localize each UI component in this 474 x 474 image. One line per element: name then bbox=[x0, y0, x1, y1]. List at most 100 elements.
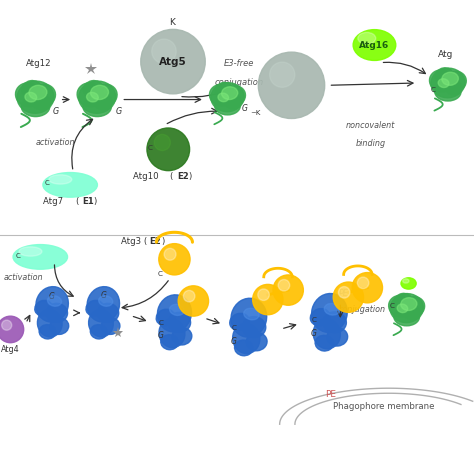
Text: G: G bbox=[158, 331, 164, 340]
Circle shape bbox=[273, 275, 303, 305]
Text: ): ) bbox=[161, 237, 164, 246]
Ellipse shape bbox=[401, 298, 417, 310]
Ellipse shape bbox=[233, 323, 260, 354]
Ellipse shape bbox=[21, 97, 50, 117]
Text: C: C bbox=[232, 325, 237, 331]
Circle shape bbox=[352, 273, 383, 303]
Ellipse shape bbox=[442, 72, 458, 85]
Ellipse shape bbox=[246, 333, 267, 351]
Ellipse shape bbox=[244, 308, 259, 320]
Ellipse shape bbox=[222, 86, 246, 107]
Ellipse shape bbox=[215, 97, 240, 115]
Text: G: G bbox=[242, 104, 247, 112]
Circle shape bbox=[183, 291, 195, 302]
Text: Atg10: Atg10 bbox=[133, 172, 161, 181]
Ellipse shape bbox=[324, 303, 340, 315]
Ellipse shape bbox=[397, 304, 408, 313]
Text: G: G bbox=[48, 292, 54, 301]
Ellipse shape bbox=[25, 92, 36, 102]
Ellipse shape bbox=[389, 295, 412, 317]
Text: C: C bbox=[16, 253, 20, 259]
Text: C: C bbox=[389, 303, 394, 309]
Ellipse shape bbox=[211, 82, 244, 112]
Ellipse shape bbox=[311, 293, 347, 332]
Ellipse shape bbox=[13, 245, 68, 269]
Circle shape bbox=[164, 248, 176, 260]
Ellipse shape bbox=[358, 32, 376, 44]
Ellipse shape bbox=[323, 312, 346, 333]
Circle shape bbox=[159, 244, 190, 275]
Ellipse shape bbox=[390, 293, 423, 323]
Text: ~K: ~K bbox=[250, 110, 261, 116]
Text: activation: activation bbox=[4, 273, 44, 282]
Ellipse shape bbox=[29, 85, 47, 100]
Ellipse shape bbox=[43, 173, 98, 197]
Ellipse shape bbox=[39, 325, 55, 339]
Ellipse shape bbox=[159, 319, 185, 347]
Ellipse shape bbox=[431, 68, 465, 98]
Ellipse shape bbox=[443, 71, 466, 92]
Ellipse shape bbox=[46, 303, 67, 322]
Ellipse shape bbox=[438, 79, 449, 88]
Text: PE: PE bbox=[325, 390, 337, 399]
Ellipse shape bbox=[394, 293, 412, 309]
Text: PE: PE bbox=[339, 290, 349, 298]
Circle shape bbox=[253, 284, 283, 315]
Ellipse shape bbox=[19, 247, 42, 256]
Ellipse shape bbox=[218, 93, 228, 102]
Text: Atg7: Atg7 bbox=[43, 197, 65, 206]
Text: G: G bbox=[115, 107, 122, 116]
Ellipse shape bbox=[161, 335, 178, 350]
Circle shape bbox=[178, 286, 209, 316]
Ellipse shape bbox=[77, 83, 103, 107]
Circle shape bbox=[357, 277, 369, 289]
Text: C: C bbox=[311, 317, 317, 323]
Ellipse shape bbox=[49, 175, 72, 184]
Text: C: C bbox=[431, 87, 436, 93]
Text: Atg4: Atg4 bbox=[1, 345, 20, 354]
Circle shape bbox=[333, 282, 364, 312]
Ellipse shape bbox=[313, 319, 340, 349]
Text: C: C bbox=[158, 271, 163, 277]
Circle shape bbox=[152, 39, 176, 64]
Ellipse shape bbox=[401, 278, 416, 289]
Ellipse shape bbox=[235, 340, 253, 356]
Text: conjugation: conjugation bbox=[215, 79, 264, 87]
Circle shape bbox=[258, 289, 269, 301]
Ellipse shape bbox=[79, 81, 116, 113]
Ellipse shape bbox=[94, 94, 112, 109]
Ellipse shape bbox=[225, 95, 241, 109]
Text: ): ) bbox=[189, 172, 192, 181]
Ellipse shape bbox=[230, 313, 249, 330]
Text: ): ) bbox=[94, 197, 97, 206]
Ellipse shape bbox=[157, 295, 191, 332]
Ellipse shape bbox=[170, 304, 184, 315]
Ellipse shape bbox=[315, 335, 333, 351]
Ellipse shape bbox=[37, 310, 62, 337]
Ellipse shape bbox=[242, 317, 266, 337]
Ellipse shape bbox=[47, 296, 62, 306]
Ellipse shape bbox=[99, 296, 113, 306]
Ellipse shape bbox=[403, 279, 409, 283]
Text: G: G bbox=[100, 291, 106, 300]
Text: G: G bbox=[231, 337, 237, 346]
Text: (: ( bbox=[75, 197, 78, 206]
Text: (: ( bbox=[170, 172, 173, 181]
Ellipse shape bbox=[435, 82, 461, 101]
Text: G: G bbox=[311, 329, 317, 338]
Ellipse shape bbox=[87, 92, 98, 102]
Text: binding: binding bbox=[356, 139, 386, 148]
Ellipse shape bbox=[429, 70, 453, 92]
Ellipse shape bbox=[91, 325, 107, 339]
Ellipse shape bbox=[401, 297, 425, 318]
Ellipse shape bbox=[32, 94, 50, 109]
Circle shape bbox=[278, 280, 290, 291]
Circle shape bbox=[2, 320, 12, 330]
Text: Atg3 (: Atg3 ( bbox=[121, 237, 147, 246]
Circle shape bbox=[338, 287, 350, 298]
Ellipse shape bbox=[394, 308, 419, 326]
Ellipse shape bbox=[36, 287, 68, 322]
Ellipse shape bbox=[86, 301, 104, 316]
Ellipse shape bbox=[172, 328, 192, 345]
Text: Atg: Atg bbox=[438, 50, 453, 59]
